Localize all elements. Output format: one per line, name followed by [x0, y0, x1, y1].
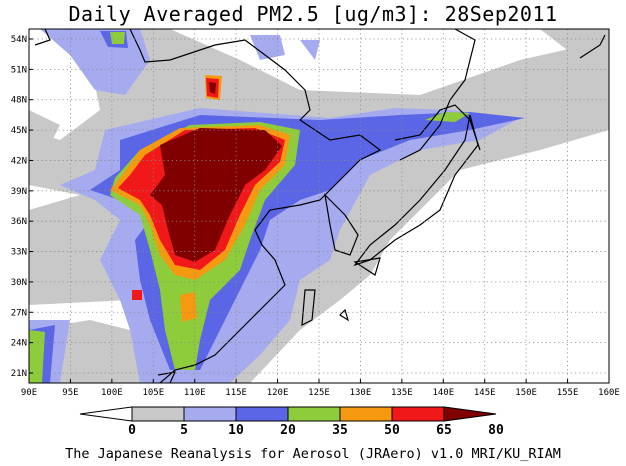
color-bar-label: 5 — [180, 423, 188, 438]
color-bar-label: 80 — [488, 423, 504, 438]
lon-label: 140E — [432, 388, 454, 398]
lat-label: 33N — [11, 248, 27, 258]
color-bar-label: 50 — [384, 423, 400, 438]
coastline — [34, 29, 606, 383]
color-bar-segment — [235, 406, 289, 422]
lat-label: 45N — [11, 126, 27, 136]
lon-label: 150E — [515, 388, 537, 398]
axis-ticks — [28, 38, 610, 383]
color-bar-segment — [183, 406, 237, 422]
lon-label: 125E — [308, 388, 330, 398]
lon-label: 115E — [225, 388, 247, 398]
longitude-labels: 90E 95E 100E 105E 110E 115E 120E 125E 130E 135E 14… — [21, 388, 620, 398]
color-bar-label: 35 — [332, 423, 348, 438]
lon-label: 100E — [101, 388, 123, 398]
color-bar-low-end — [79, 406, 133, 422]
band-darkred — [150, 82, 282, 262]
lat-label: 27N — [11, 308, 27, 318]
lat-label: 39N — [11, 187, 27, 197]
color-bar-high-end — [443, 406, 497, 422]
lat-label: 30N — [11, 278, 27, 288]
gridlines — [29, 29, 609, 383]
lon-label: 105E — [142, 388, 164, 398]
lon-label: 110E — [184, 388, 206, 398]
color-bar-label: 0 — [128, 423, 136, 438]
color-bar-segment — [131, 406, 185, 422]
lat-label: 21N — [11, 369, 27, 379]
credit-line: The Japanese Reanalysis for Aerosol (JRA… — [65, 446, 561, 462]
lon-label: 120E — [267, 388, 289, 398]
color-bar-segment — [287, 406, 341, 422]
lon-label: 95E — [62, 388, 78, 398]
lon-label: 160E — [598, 388, 620, 398]
lon-label: 145E — [474, 388, 496, 398]
lat-label: 36N — [11, 217, 27, 227]
color-bar — [79, 406, 497, 422]
color-bar-label: 65 — [436, 423, 452, 438]
lon-label: 130E — [350, 388, 372, 398]
lat-label: 51N — [11, 65, 27, 75]
lat-label: 42N — [11, 156, 27, 166]
lon-label: 90E — [21, 388, 37, 398]
lon-label: 155E — [557, 388, 579, 398]
lat-label: 24N — [11, 339, 27, 349]
color-bar-labels: 0 5 10 20 35 50 65 80 — [128, 423, 504, 438]
color-bar-label: 10 — [228, 423, 244, 438]
map-title: Daily Averaged PM2.5 [ug/m3]: 28Sep2011 — [68, 2, 558, 26]
latitude-labels: 54N 51N 48N 45N 42N 39N 36N 33N 30N 27N 24N 21N — [11, 35, 27, 379]
lat-label: 48N — [11, 96, 27, 106]
color-bar-segment — [339, 406, 393, 422]
color-bar-label: 20 — [280, 423, 296, 438]
color-bar-segment — [391, 406, 445, 422]
lat-label: 54N — [11, 35, 27, 45]
lon-label: 135E — [391, 388, 413, 398]
